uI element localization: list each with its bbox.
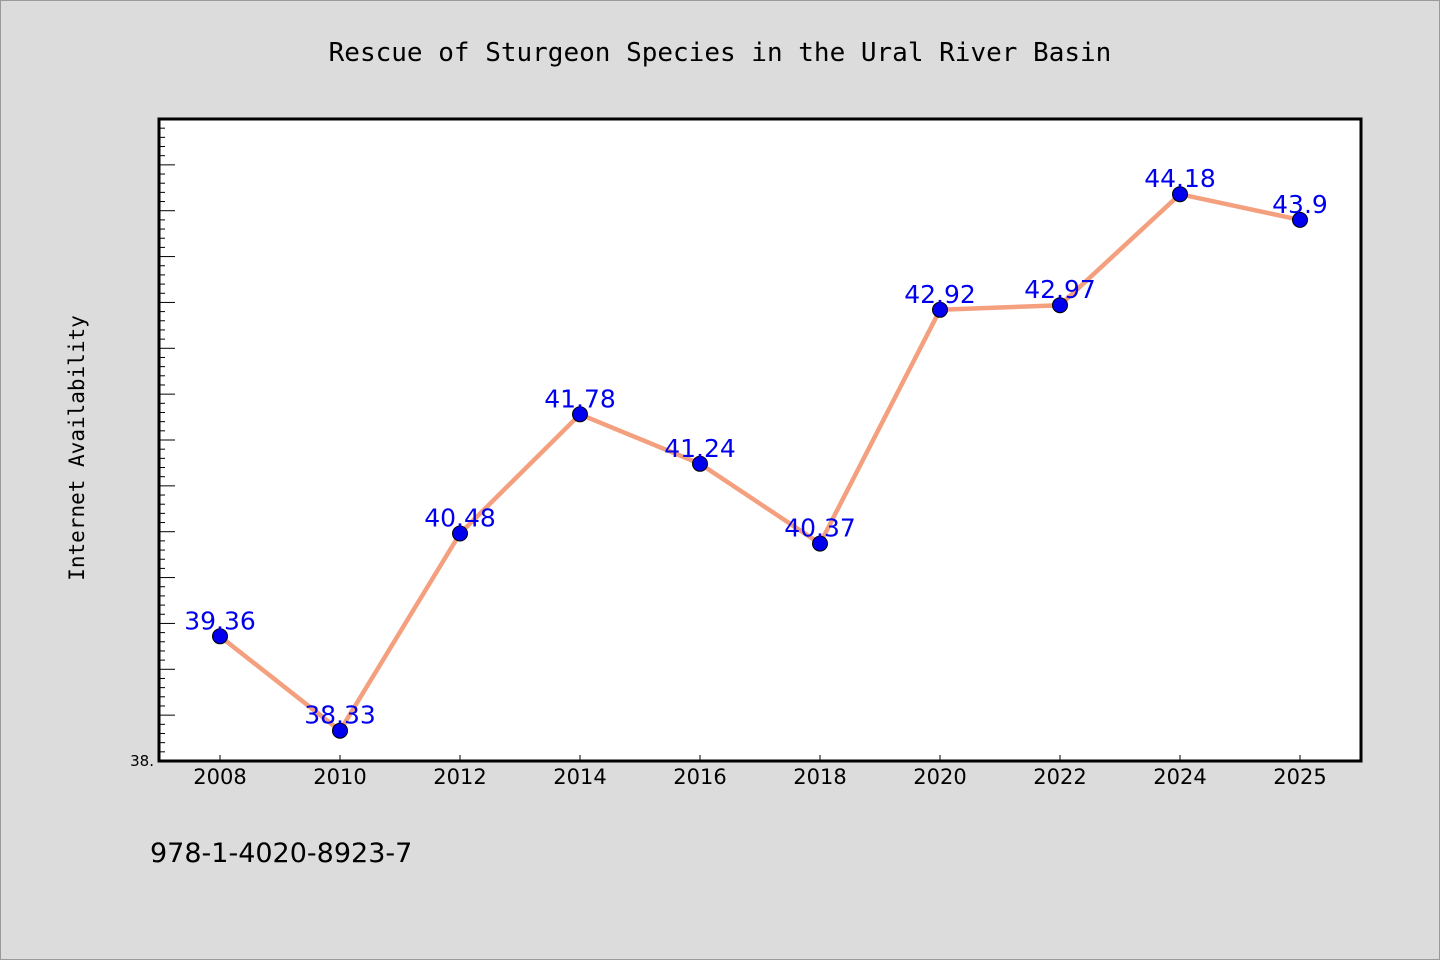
data-label: 39.36 — [184, 606, 256, 635]
data-point — [812, 535, 828, 552]
plot-border — [157, 117, 1363, 763]
data-point — [212, 628, 228, 645]
data-label: 42.97 — [1024, 275, 1096, 304]
x-axis-ticks: 2008 2010 2012 2014 2016 2018 2020 2022 2024 2025 — [193, 755, 1327, 789]
data-label: 44.18 — [1144, 164, 1216, 193]
data-point — [1052, 297, 1068, 314]
data-point — [932, 301, 948, 318]
series-line — [217, 191, 1303, 733]
x-tick-label: 2014 — [553, 765, 606, 789]
data-label: 40.48 — [424, 504, 496, 533]
series-layer: 39.36 38.33 40.48 41.78 41.24 40.37 42.92 42.97… — [184, 164, 1328, 739]
y-tick-label: 38. — [130, 752, 154, 770]
data-point — [572, 406, 588, 423]
data-label: 41.78 — [544, 384, 616, 413]
data-label: 43.9 — [1272, 190, 1328, 219]
x-tick-label: 2008 — [193, 765, 246, 789]
x-tick-label: 2016 — [673, 765, 726, 789]
y-axis-label: Internet Availability — [65, 315, 89, 581]
data-point — [1292, 211, 1308, 228]
data-label: 42.92 — [904, 280, 976, 309]
x-tick-label: 2022 — [1033, 765, 1086, 789]
x-tick-label: 2025 — [1273, 765, 1326, 789]
plot-area — [159, 119, 1361, 761]
data-point — [332, 722, 348, 739]
data-label: 41.24 — [664, 434, 736, 463]
data-point — [692, 455, 708, 472]
data-label: 40.37 — [784, 514, 856, 543]
data-label: 38.33 — [304, 701, 376, 730]
x-tick-label: 2012 — [433, 765, 486, 789]
x-tick-label: 2024 — [1153, 765, 1206, 789]
footnote: 978-1-4020-8923-7 — [150, 838, 412, 869]
data-point — [452, 525, 468, 542]
chart-title: Rescue of Sturgeon Species in the Ural R… — [329, 38, 1112, 68]
data-point — [1172, 186, 1188, 203]
x-tick-label: 2020 — [913, 765, 966, 789]
x-tick-label: 2018 — [793, 765, 846, 789]
x-tick-label: 2010 — [313, 765, 366, 789]
